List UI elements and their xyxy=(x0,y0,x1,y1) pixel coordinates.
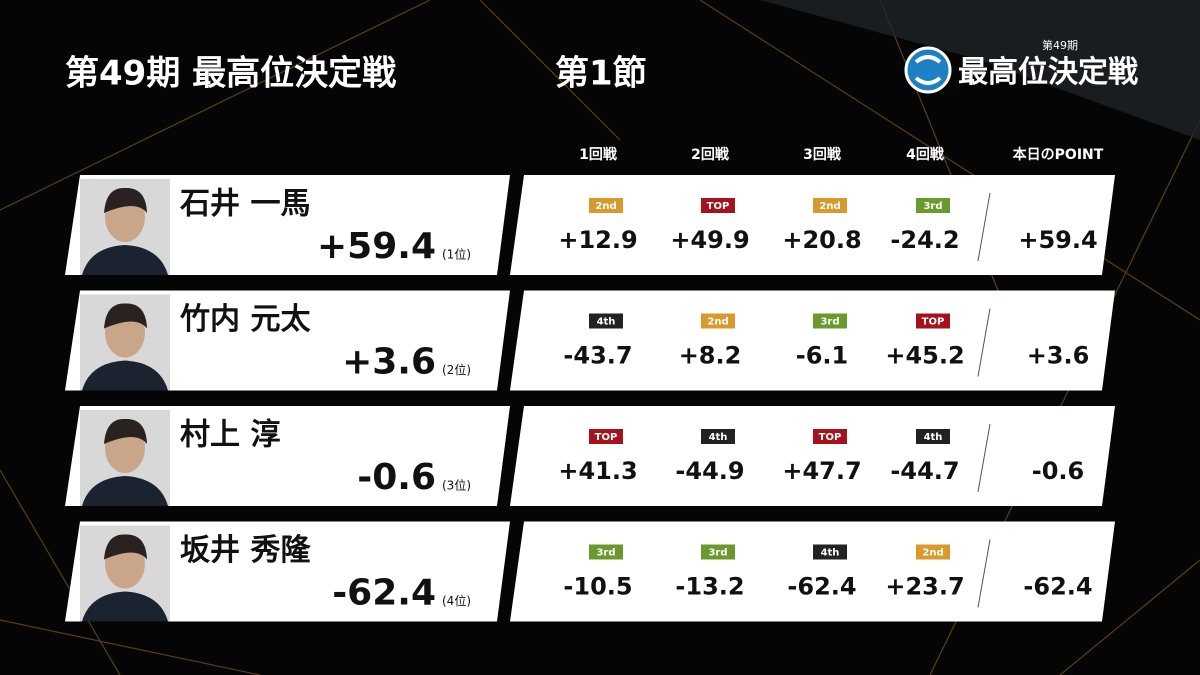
badge-label: 4th xyxy=(821,548,840,559)
badge-label: 2nd xyxy=(922,548,943,559)
divider xyxy=(977,539,991,608)
game-score: -43.7 xyxy=(563,342,632,370)
player-rank: (2位) xyxy=(442,362,471,377)
badge xyxy=(916,544,950,560)
badge xyxy=(589,429,623,444)
player-card xyxy=(65,406,510,506)
photo-body xyxy=(82,591,168,622)
badge xyxy=(589,544,623,560)
badge-label: 4th xyxy=(924,432,943,443)
day-point: -62.4 xyxy=(1023,573,1092,601)
title: 第49期 最高位決定戦 xyxy=(65,54,396,94)
badge xyxy=(701,544,735,560)
badge-label: 2nd xyxy=(595,201,616,212)
player-name: 坂井 秀隆 xyxy=(180,533,311,568)
game-score: +23.7 xyxy=(885,573,964,601)
score-card xyxy=(510,406,1115,506)
player-name: 竹内 元太 xyxy=(180,302,311,337)
logo-text: 最高位決定戦 xyxy=(958,55,1138,90)
score-card xyxy=(510,175,1115,275)
logo-mark xyxy=(904,46,952,94)
photo-body xyxy=(82,476,168,506)
game-score: +45.2 xyxy=(885,342,964,370)
game-score: +41.3 xyxy=(558,457,637,485)
game-score: -13.2 xyxy=(675,573,744,601)
badge-label: 3rd xyxy=(708,548,727,559)
badge-label: 4th xyxy=(709,432,728,443)
column-header: 4回戦 xyxy=(906,146,945,163)
badge-label: TOP xyxy=(595,432,618,443)
game-score: -44.7 xyxy=(890,457,959,485)
photo-body xyxy=(82,245,168,275)
column-header: 本日のPOINT xyxy=(1013,146,1104,163)
badge xyxy=(701,429,735,444)
badge xyxy=(916,313,950,329)
game-score: -24.2 xyxy=(890,226,959,254)
divider xyxy=(977,192,991,262)
day-point: -0.6 xyxy=(1032,457,1084,485)
game-score: -44.9 xyxy=(675,457,744,485)
game-score: +20.8 xyxy=(782,226,861,254)
badge xyxy=(916,429,950,444)
badge-label: 3rd xyxy=(596,548,615,559)
player-total: -62.4 xyxy=(332,573,436,614)
badge xyxy=(813,313,847,329)
column-header: 3回戦 xyxy=(803,146,842,163)
player-card xyxy=(65,175,510,275)
score-card xyxy=(510,521,1115,622)
photo-hair xyxy=(104,187,147,213)
divider xyxy=(977,308,991,377)
badge-label: TOP xyxy=(922,317,945,328)
game-score: -6.1 xyxy=(796,342,848,370)
game-score: +8.2 xyxy=(679,342,742,370)
player-name: 石井 一馬 xyxy=(179,187,310,222)
score-card xyxy=(510,290,1115,391)
player-rank: (4位) xyxy=(442,593,471,608)
game-score: -62.4 xyxy=(787,573,856,601)
player-total: +59.4 xyxy=(317,226,436,267)
player-rank: (3位) xyxy=(442,478,471,493)
badge xyxy=(701,313,735,329)
player-total: -0.6 xyxy=(357,457,436,498)
column-header: 2回戦 xyxy=(691,146,730,163)
section: 第1節 xyxy=(555,54,647,94)
game-score: +12.9 xyxy=(558,226,637,254)
badge-label: 2nd xyxy=(819,201,840,212)
badge xyxy=(813,429,847,444)
badge xyxy=(916,198,950,213)
badge-label: 3rd xyxy=(923,201,942,212)
badge xyxy=(589,198,623,213)
logo-mark-s xyxy=(914,55,942,85)
badge xyxy=(813,544,847,560)
day-point: +3.6 xyxy=(1027,342,1090,370)
day-point: +59.4 xyxy=(1018,226,1097,254)
badge-label: TOP xyxy=(819,432,842,443)
badge xyxy=(701,198,735,213)
decor-panel xyxy=(760,0,1200,140)
player-card xyxy=(65,521,510,622)
game-score: +47.7 xyxy=(782,457,861,485)
game-score: -10.5 xyxy=(563,573,632,601)
photo-hair xyxy=(104,303,147,329)
player-name: 村上 淳 xyxy=(180,418,280,453)
photo-hair xyxy=(104,418,147,444)
player-total: +3.6 xyxy=(342,342,436,383)
badge-label: 3rd xyxy=(820,317,839,328)
badge-label: TOP xyxy=(707,201,730,212)
photo-hair xyxy=(104,534,147,560)
column-header: 1回戦 xyxy=(579,146,618,163)
game-score: +49.9 xyxy=(670,226,749,254)
badge xyxy=(589,313,623,329)
badge xyxy=(813,198,847,213)
divider xyxy=(977,423,991,493)
photo-body xyxy=(82,360,168,391)
badge-label: 2nd xyxy=(707,317,728,328)
player-card xyxy=(65,290,510,391)
badge-label: 4th xyxy=(597,317,616,328)
player-rank: (1位) xyxy=(442,247,471,262)
logo-edition: 第49期 xyxy=(1042,38,1078,52)
